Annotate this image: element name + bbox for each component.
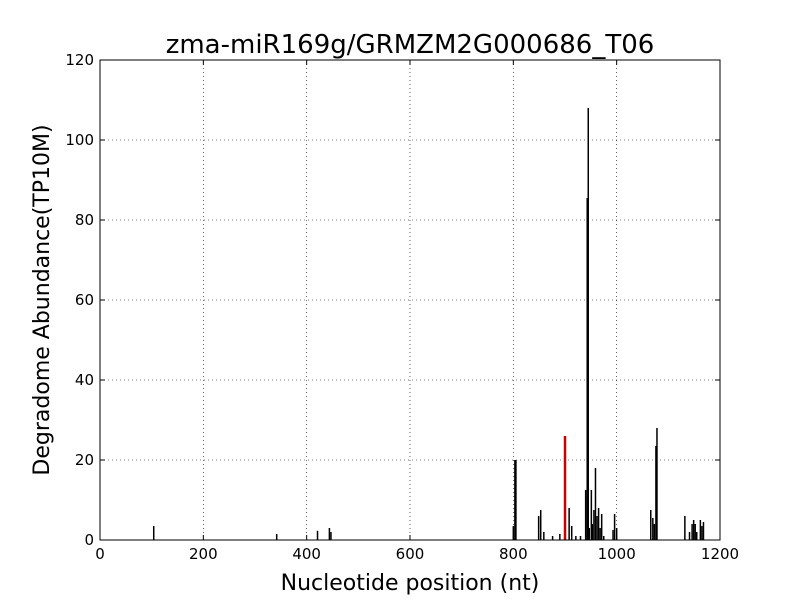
abundance-bar <box>694 524 696 540</box>
abundance-bar <box>688 532 691 540</box>
abundance-bar <box>653 524 656 540</box>
abundance-bar <box>655 446 657 540</box>
abundance-bar <box>596 516 598 540</box>
abundance-bar <box>650 510 652 540</box>
abundance-bar <box>593 510 595 540</box>
y-axis-label: Degradome Abundance(TP10M) <box>30 124 55 475</box>
abundance-bar <box>515 460 517 540</box>
x-axis-label: Nucleotide position (nt) <box>281 571 540 596</box>
abundance-bar <box>551 536 554 540</box>
abundance-bar <box>537 516 540 540</box>
abundance-bar <box>652 518 654 540</box>
abundance-bar <box>692 520 695 540</box>
y-tick-label: 40 <box>75 371 94 389</box>
abundance-bar <box>539 510 542 540</box>
x-tick-label: 0 <box>95 545 105 563</box>
abundance-bar <box>559 534 561 540</box>
abundance-bar <box>594 468 597 540</box>
y-tick-label: 60 <box>75 291 94 309</box>
abundance-bar <box>584 490 587 540</box>
abundance-bar <box>701 526 703 540</box>
abundance-bar <box>613 514 616 540</box>
x-tick-label: 800 <box>499 545 528 563</box>
abundance-bar <box>591 524 594 540</box>
abundance-bar <box>699 520 702 540</box>
abundance-bar <box>575 536 577 540</box>
abundance-bar <box>600 514 603 540</box>
abundance-bar <box>603 536 605 540</box>
abundance-bar <box>328 528 331 540</box>
abundance-bar <box>684 516 686 540</box>
abundance-bar <box>656 428 658 540</box>
x-tick-label: 1200 <box>701 545 739 563</box>
abundance-bar <box>579 536 582 540</box>
abundance-bar <box>587 108 589 540</box>
abundance-bar <box>586 198 588 540</box>
abundance-bar <box>612 530 614 540</box>
y-tick-label: 0 <box>84 531 94 549</box>
abundance-bar <box>702 522 705 540</box>
abundance-bar <box>588 528 591 540</box>
abundance-bar <box>599 528 601 540</box>
abundance-bar <box>543 532 545 540</box>
x-tick-label: 200 <box>189 545 218 563</box>
abundance-bar <box>275 534 278 540</box>
x-tick-label: 600 <box>396 545 425 563</box>
abundance-bar <box>512 526 515 540</box>
abundance-bar <box>570 526 573 540</box>
abundance-bar <box>597 508 600 540</box>
y-tick-label: 80 <box>75 211 94 229</box>
abundance-bar <box>691 524 693 540</box>
grid-lines <box>100 60 720 540</box>
abundance-bar <box>696 532 698 540</box>
abundance-bar <box>330 532 332 540</box>
abundance-bar <box>615 528 618 540</box>
x-tick-label: 1000 <box>598 545 636 563</box>
y-tick-label: 100 <box>65 131 94 149</box>
y-tick-label: 20 <box>75 451 94 469</box>
abundance-bar <box>568 508 570 540</box>
abundance-bar <box>152 526 155 540</box>
axis-ticks: 0 200 400 600 800 1000 1200 0 20 40 60 80 100 120 <box>65 51 739 563</box>
x-tick-label: 400 <box>292 545 321 563</box>
target-site-bar <box>563 436 567 540</box>
abundance-bar <box>316 530 319 540</box>
chart-title: zma-miR169g/GRMZM2G000686_T06 <box>166 30 655 60</box>
abundance-bar <box>590 490 593 540</box>
y-tick-label: 120 <box>65 51 94 69</box>
data-bars <box>152 108 705 540</box>
abundance-bar <box>514 460 516 540</box>
